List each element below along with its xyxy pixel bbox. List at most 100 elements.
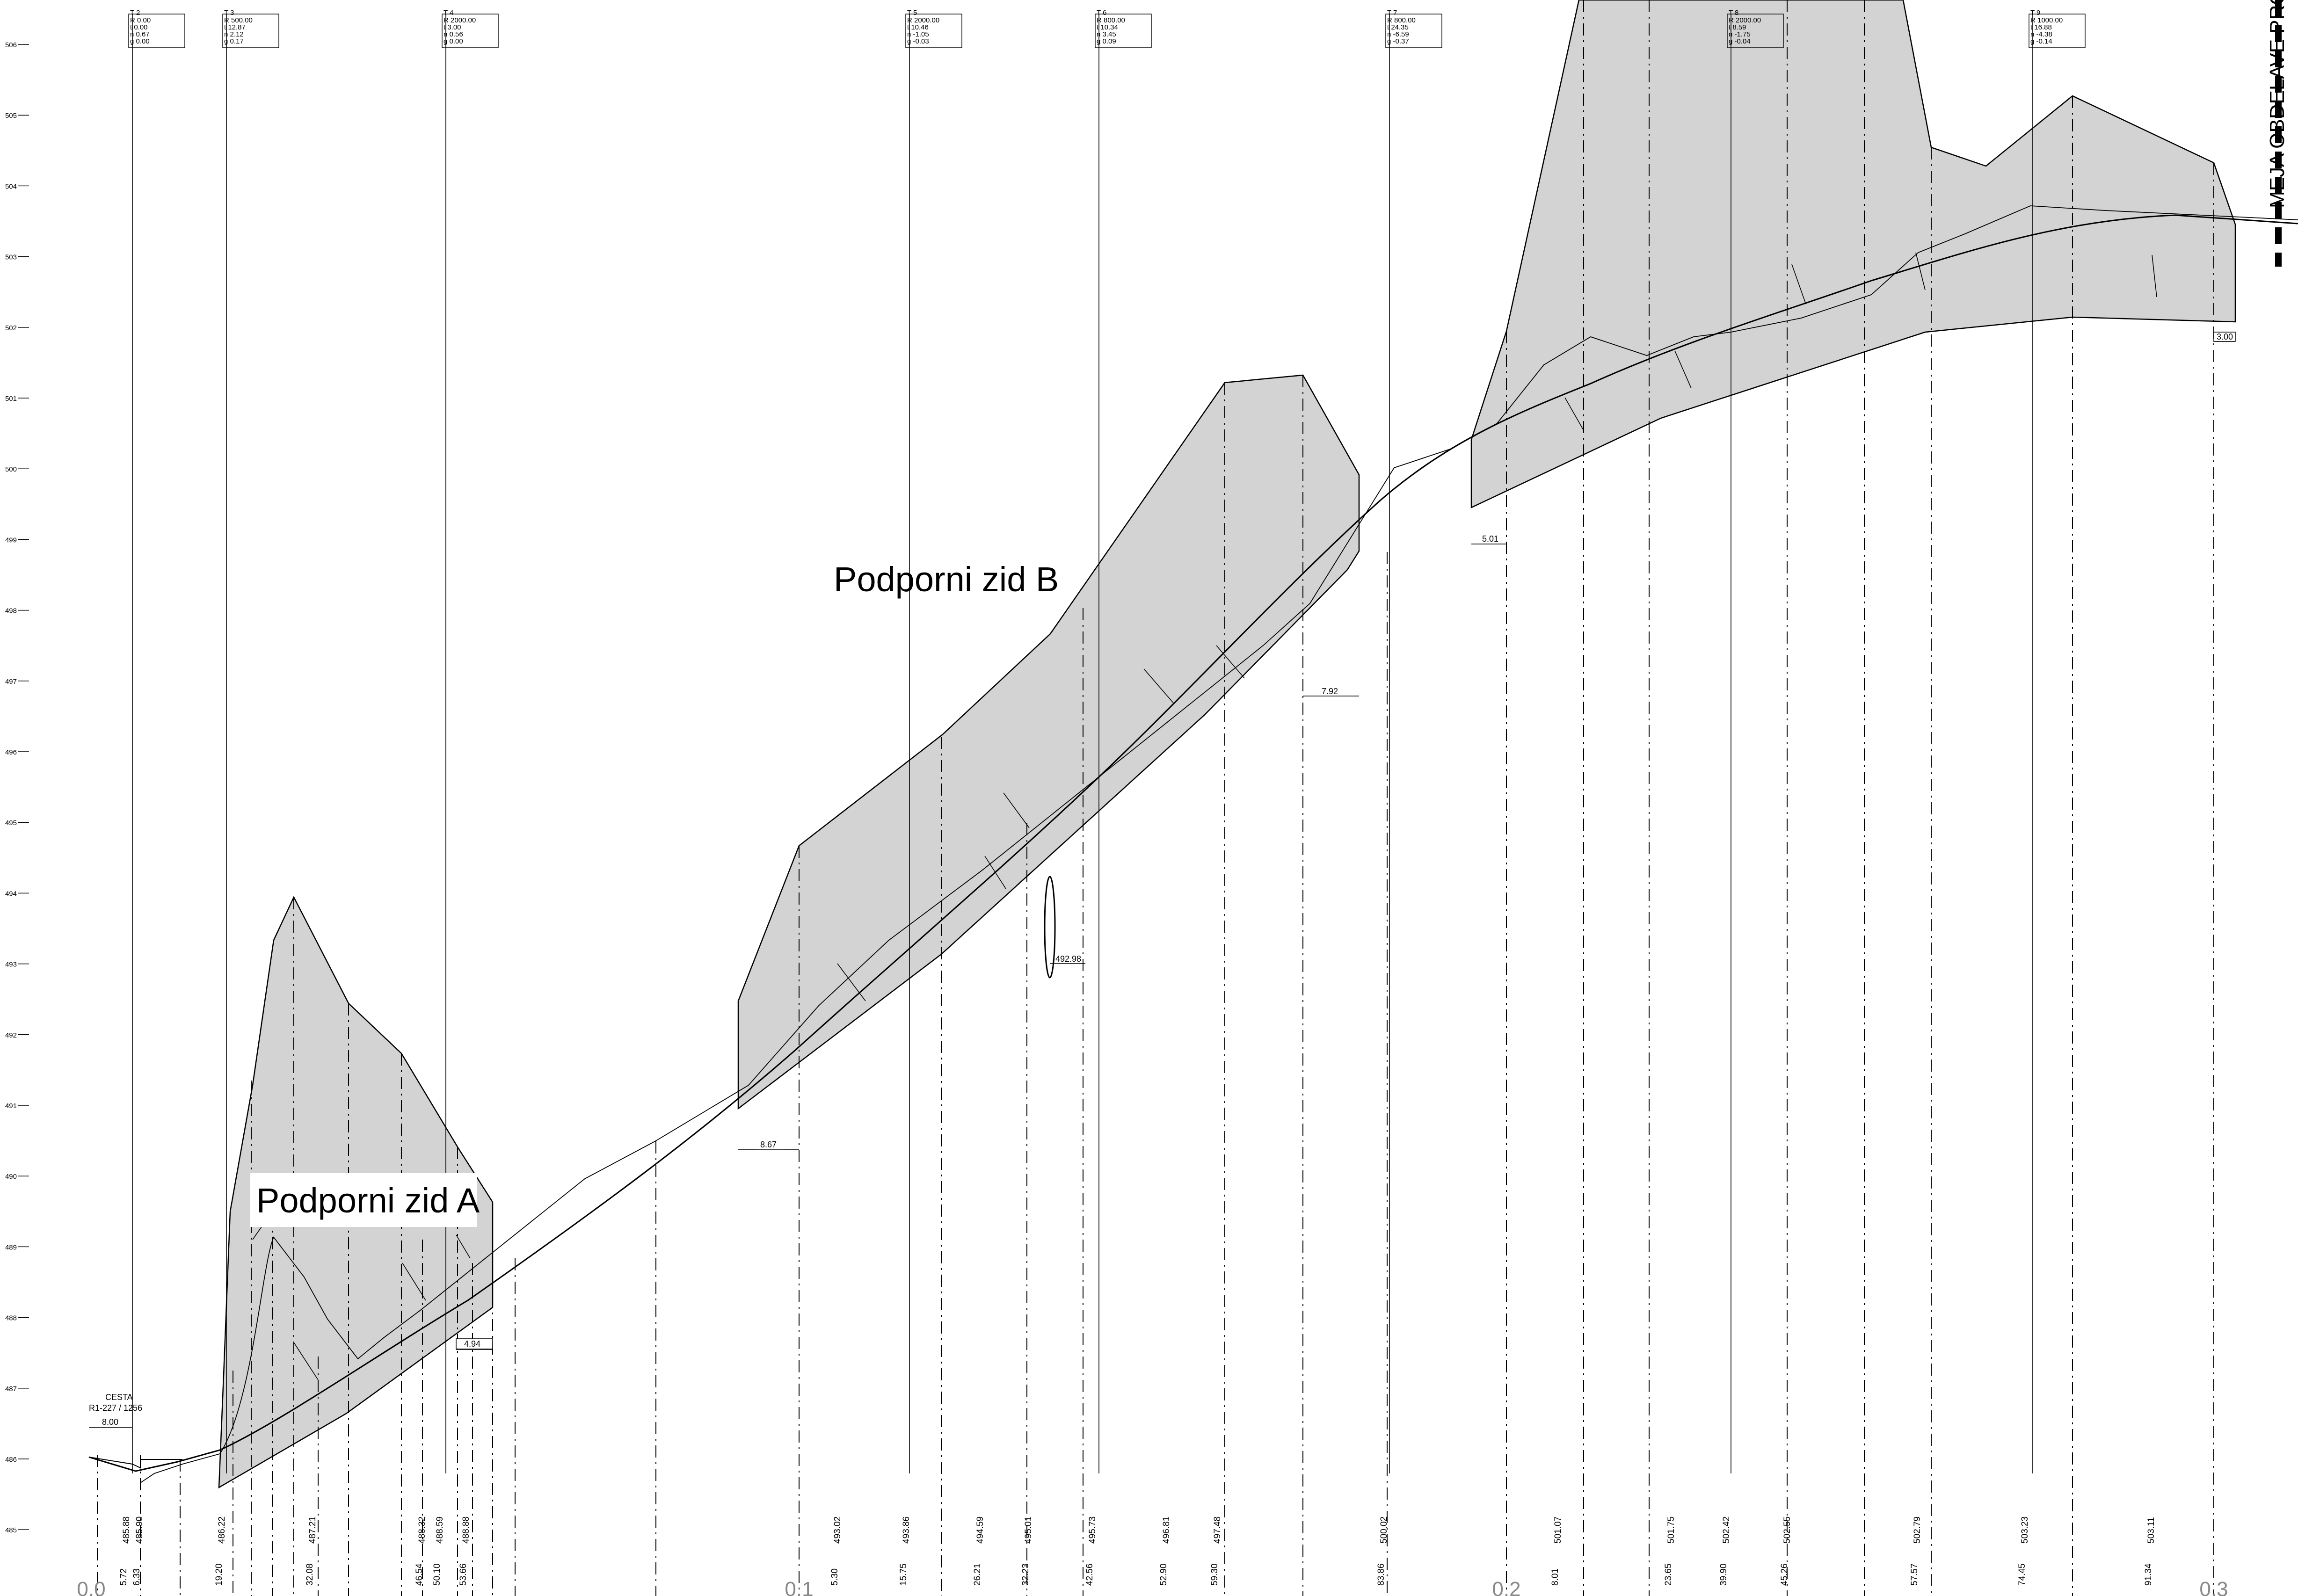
tangent-param: t 24.35: [1387, 23, 1409, 31]
station-label: 91.34: [2144, 1563, 2153, 1586]
tangent-param: n 2.12: [224, 30, 244, 38]
tangent-param: t 8.59: [1729, 23, 1746, 31]
station-label: 501.07: [1553, 1516, 1563, 1544]
station-label: 486.22: [217, 1516, 227, 1544]
elevation-tick-label: 506: [5, 41, 17, 49]
tangent-param: g 0.09: [1097, 37, 1116, 45]
tangent-param: g -0.14: [2030, 37, 2052, 45]
tangent-param: g 0.00: [444, 37, 463, 45]
road-cross-section: [88, 1457, 182, 1469]
tangent-param: R 800.00: [1387, 16, 1416, 24]
dimension-label: 7.92: [1322, 687, 1338, 696]
station-label: 57.57: [1910, 1563, 1920, 1586]
wall-b-area: [737, 374, 1360, 1110]
dimension-label: 4.94: [464, 1339, 480, 1349]
tangent-param: t 3.00: [444, 23, 461, 31]
tangent-param: R 0.00: [130, 16, 151, 24]
elevation-tick-label: 490: [5, 1173, 17, 1181]
profile-lines: [88, 205, 2298, 1483]
station-label: 502.42: [1722, 1516, 1731, 1544]
tangent-param: t 12.87: [224, 23, 246, 31]
station-label: 493.02: [833, 1516, 843, 1544]
station-lines: [132, 14, 2033, 1473]
station-label: 32.23: [1021, 1563, 1031, 1586]
tangent-param: t 10.34: [1097, 23, 1118, 31]
tangent-param: t 10.46: [907, 23, 929, 31]
tangent-name: T 7: [1387, 9, 1397, 17]
tangent-param: g 0.00: [130, 37, 150, 45]
tangent-param: R 2000.00: [1729, 16, 1761, 24]
wall-b-label: Podporni zid B: [834, 560, 1059, 599]
elevation-tick-label: 496: [5, 748, 17, 756]
elevation-tick-label: 497: [5, 678, 17, 686]
tangent-param: R 2000.00: [907, 16, 939, 24]
km-mark: 0.0: [77, 1578, 105, 1596]
cesta-road-id: R1-227 / 1256: [89, 1403, 142, 1413]
elevation-tick-label: 487: [5, 1385, 17, 1393]
station-label: 488.32: [417, 1516, 427, 1544]
tangent-param: n 0.56: [444, 30, 463, 38]
tangent-param: n -6.59: [1387, 30, 1409, 38]
tangent-param: R 2000.00: [444, 16, 476, 24]
station-label: 493.86: [902, 1516, 911, 1544]
station-label: 502.55: [1782, 1516, 1792, 1544]
section-lines: [97, 0, 2214, 1596]
tangent-name: T 5: [907, 9, 917, 17]
elevation-tick-label: 495: [5, 819, 17, 827]
elevation-tick-label: 492: [5, 1031, 17, 1039]
station-label: 6.33: [132, 1568, 142, 1586]
station-labels: 5.72 485.88 6.33 485.90 19.20 486.22 32.08 487.…: [119, 1516, 2156, 1586]
elevation-tick-label: 486: [5, 1456, 17, 1464]
wall-c-area: [1470, 0, 2236, 508]
station-label: 5.72: [119, 1568, 129, 1586]
tangent-name: T 9: [2030, 9, 2040, 17]
station-label: 26.21: [973, 1563, 982, 1586]
dimension-labels: 4.94 8.67 7.92 5.01 3.00 8.00 492.98 CES…: [89, 332, 2236, 1427]
station-label: 59.30: [1210, 1563, 1220, 1586]
tangent-point-tables: T 2R 0.00t 0.00n 0.67g 0.00T 3R 500.00t …: [128, 9, 2086, 48]
station-label: 19.20: [214, 1563, 224, 1586]
elevation-axis: 506 505 504 503 502 501 500 499 498 497 496 495 494 4…: [5, 41, 29, 1534]
tangent-param: n 3.45: [1097, 30, 1116, 38]
tangent-name: T 3: [224, 9, 234, 17]
station-label: 46.54: [415, 1563, 424, 1586]
cross-ticks: [252, 252, 2157, 1380]
elevation-tick-label: 498: [5, 607, 17, 615]
elevation-tick-label: 504: [5, 182, 17, 190]
cesta-label: CESTA: [105, 1393, 133, 1402]
station-label: 50.10: [432, 1563, 442, 1586]
tangent-box: [442, 14, 499, 48]
wall-a-label: Podporni zid A: [256, 1181, 480, 1220]
station-label: 503.11: [2146, 1517, 2156, 1544]
tangent-param: g -0.04: [1729, 37, 1751, 45]
station-label: 488.59: [435, 1516, 445, 1544]
elevation-tick-label: 503: [5, 254, 17, 261]
elevation-tick-label: 493: [5, 961, 17, 969]
tangent-param: g 0.17: [224, 37, 244, 45]
tangent-param: R 1000.00: [2030, 16, 2063, 24]
station-label: 15.75: [899, 1563, 909, 1586]
elevation-tick-label: 491: [5, 1102, 17, 1110]
elevation-tick-label: 485: [5, 1526, 17, 1534]
station-label: 39.90: [1719, 1563, 1729, 1586]
station-label: 494.59: [975, 1516, 985, 1544]
tangent-box: [1385, 14, 1442, 48]
station-label: 23.65: [1664, 1563, 1673, 1586]
project-boundary: MEJA OBDELAVE PROJEK: [2266, 0, 2289, 267]
tangent-param: g -0.03: [907, 37, 929, 45]
elevation-label: 492.98: [1055, 954, 1081, 964]
station-label: 42.56: [1085, 1563, 1095, 1586]
station-label: 497.48: [1213, 1516, 1222, 1544]
station-label: 500.02: [1379, 1516, 1389, 1544]
station-label: 485.88: [122, 1516, 131, 1544]
kilometer-marks: 0.0 0.1 0.2 0.3: [77, 1578, 2228, 1596]
station-label: 501.75: [1666, 1516, 1676, 1544]
tangent-box: [905, 14, 962, 48]
dimension-label: 3.00: [2217, 332, 2233, 341]
wall-labels: Podporni zid A Podporni zid B: [250, 560, 1059, 1227]
station-label: 53.66: [458, 1563, 468, 1586]
station-label: 488.88: [461, 1516, 471, 1544]
terrain-line: [140, 205, 2298, 1483]
elevation-tick-label: 499: [5, 536, 17, 544]
